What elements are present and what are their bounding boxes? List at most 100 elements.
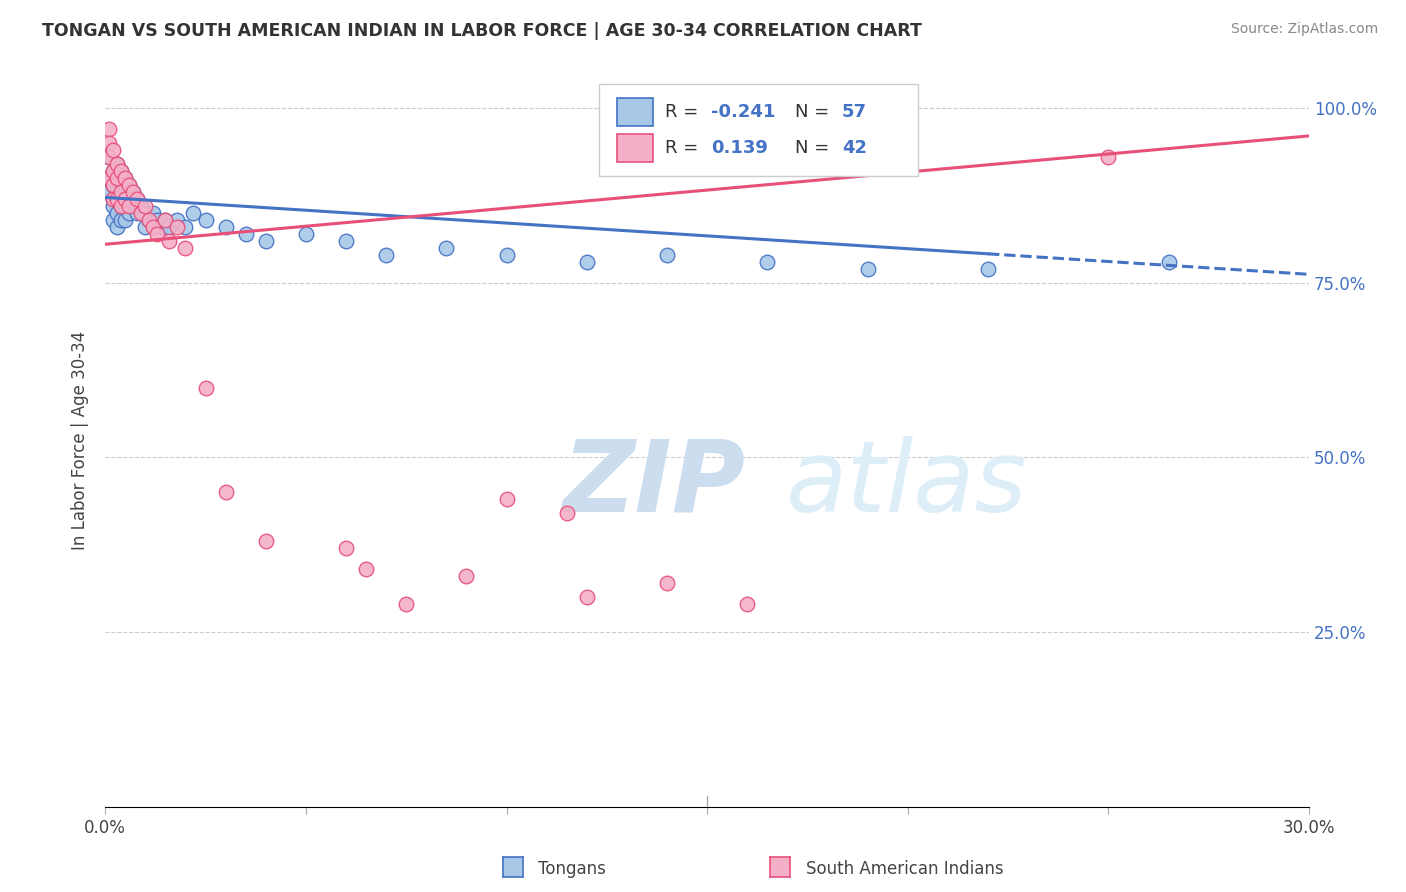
Point xyxy=(575,591,598,605)
Point xyxy=(110,199,132,213)
Point xyxy=(495,492,517,507)
Text: Source: ZipAtlas.com: Source: ZipAtlas.com xyxy=(1230,22,1378,37)
Point xyxy=(105,192,128,206)
Point xyxy=(146,227,169,241)
Point xyxy=(110,212,132,227)
Point xyxy=(103,164,125,178)
Point xyxy=(105,192,128,206)
Point xyxy=(127,206,149,220)
Point xyxy=(110,185,132,199)
Point xyxy=(157,234,180,248)
Point xyxy=(354,562,377,576)
Point xyxy=(103,178,125,192)
Point xyxy=(134,219,156,234)
Text: 57: 57 xyxy=(842,103,868,121)
Point xyxy=(575,254,598,268)
Point xyxy=(122,199,145,213)
Point xyxy=(98,122,121,136)
Point xyxy=(138,212,160,227)
Point xyxy=(194,212,217,227)
Text: 42: 42 xyxy=(842,139,868,157)
Text: N =: N = xyxy=(794,139,835,157)
Point xyxy=(134,199,156,213)
Point xyxy=(103,164,125,178)
Point xyxy=(183,206,205,220)
Point xyxy=(395,597,418,611)
Point xyxy=(110,178,132,192)
Text: R =: R = xyxy=(665,103,704,121)
Point xyxy=(103,192,125,206)
Point xyxy=(150,219,173,234)
Point xyxy=(103,212,125,227)
Point xyxy=(214,485,236,500)
Point xyxy=(166,212,188,227)
Point xyxy=(174,219,197,234)
Point xyxy=(103,143,125,157)
Text: R =: R = xyxy=(665,139,710,157)
Point xyxy=(105,206,128,220)
Point xyxy=(157,219,180,234)
Point xyxy=(1097,150,1119,164)
Point xyxy=(105,170,128,185)
Point xyxy=(98,170,121,185)
Point xyxy=(335,234,357,248)
Point xyxy=(122,185,145,199)
Point xyxy=(174,241,197,255)
Point xyxy=(977,261,1000,276)
Point xyxy=(127,192,149,206)
Text: atlas: atlas xyxy=(786,435,1026,533)
Point xyxy=(856,261,879,276)
Point xyxy=(735,597,758,611)
Point xyxy=(114,185,136,199)
Y-axis label: In Labor Force | Age 30-34: In Labor Force | Age 30-34 xyxy=(72,330,89,549)
Point xyxy=(655,576,678,591)
Point xyxy=(114,199,136,213)
Point xyxy=(138,212,160,227)
Point xyxy=(127,192,149,206)
Point xyxy=(235,227,257,241)
Point xyxy=(114,170,136,185)
Point xyxy=(105,170,128,185)
Point xyxy=(655,248,678,262)
Point xyxy=(756,254,779,268)
Point xyxy=(155,212,177,227)
FancyBboxPatch shape xyxy=(617,134,652,161)
Point xyxy=(254,534,277,549)
Point xyxy=(110,164,132,178)
Point xyxy=(105,219,128,234)
Point xyxy=(118,178,141,192)
Point xyxy=(495,248,517,262)
Text: TONGAN VS SOUTH AMERICAN INDIAN IN LABOR FORCE | AGE 30-34 CORRELATION CHART: TONGAN VS SOUTH AMERICAN INDIAN IN LABOR… xyxy=(42,22,922,40)
Point xyxy=(1157,254,1180,268)
Point xyxy=(118,192,141,206)
Point xyxy=(122,185,145,199)
Point xyxy=(155,212,177,227)
Point xyxy=(110,164,132,178)
Text: N =: N = xyxy=(794,103,835,121)
Point xyxy=(146,212,169,227)
Point xyxy=(335,541,357,556)
Point xyxy=(131,206,153,220)
Point xyxy=(103,199,125,213)
Point xyxy=(114,212,136,227)
Point xyxy=(114,192,136,206)
Point xyxy=(98,170,121,185)
Point xyxy=(166,219,188,234)
Point xyxy=(105,157,128,171)
Point xyxy=(214,219,236,234)
Point xyxy=(118,206,141,220)
Text: Tongans: Tongans xyxy=(538,860,606,878)
Point xyxy=(98,136,121,150)
Point xyxy=(110,192,132,206)
Point xyxy=(254,234,277,248)
Point xyxy=(434,241,457,255)
Text: -0.241: -0.241 xyxy=(711,103,775,121)
Point xyxy=(105,157,128,171)
Point xyxy=(103,178,125,192)
FancyBboxPatch shape xyxy=(617,98,652,126)
Text: 0.139: 0.139 xyxy=(711,139,768,157)
Point xyxy=(103,192,125,206)
Point xyxy=(98,150,121,164)
Point xyxy=(114,170,136,185)
Point xyxy=(134,206,156,220)
